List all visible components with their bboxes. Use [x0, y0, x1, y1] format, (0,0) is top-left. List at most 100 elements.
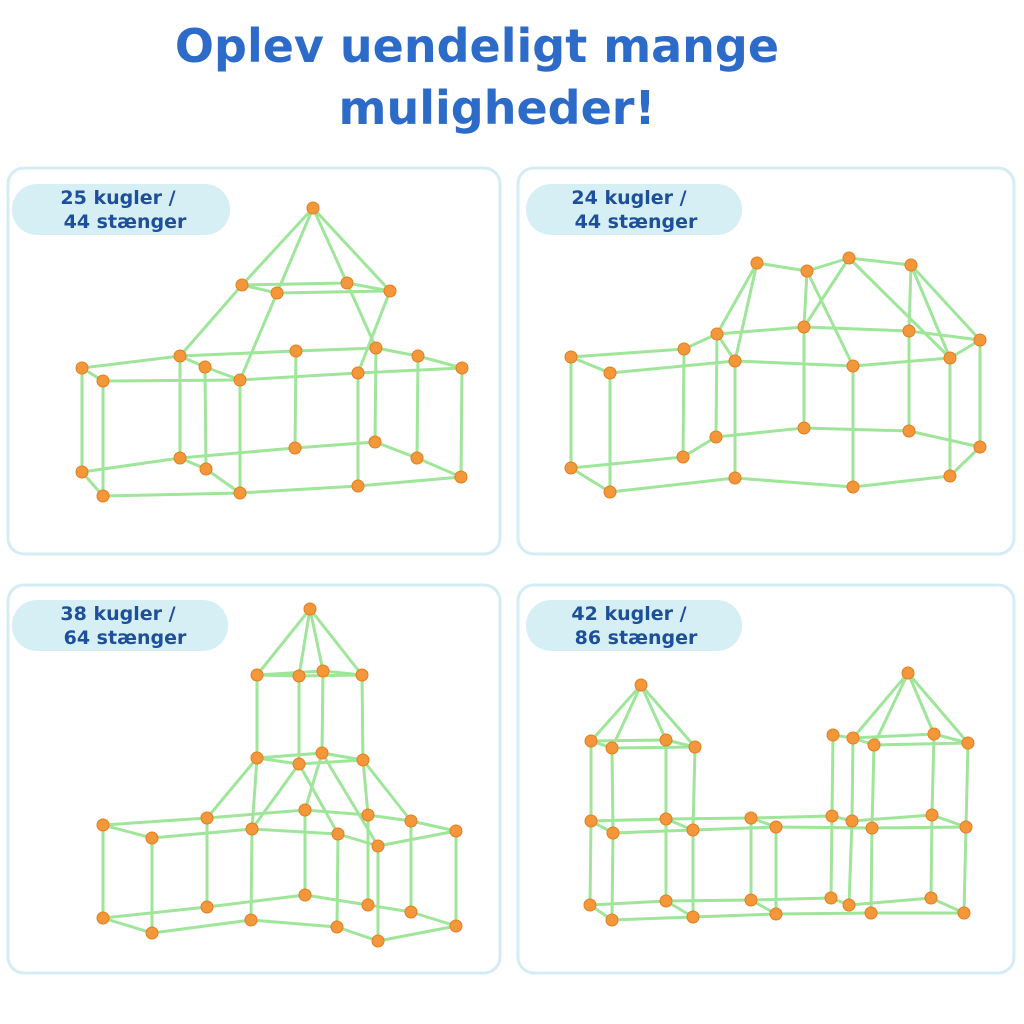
ball [270, 286, 284, 300]
ball [410, 451, 424, 465]
rod [303, 808, 370, 817]
rod [250, 827, 340, 836]
rod [204, 467, 242, 495]
ball [288, 441, 302, 455]
ball [404, 905, 418, 919]
rod [962, 825, 968, 915]
rod [749, 814, 834, 820]
ball [750, 256, 764, 270]
ball [845, 814, 859, 828]
ball [250, 751, 264, 765]
rod [829, 814, 834, 900]
ball [634, 678, 648, 692]
ball [769, 820, 783, 834]
ball [368, 435, 382, 449]
ball [75, 465, 89, 479]
rod [608, 359, 737, 375]
panel-label: 64 stænger [64, 627, 187, 649]
rod [101, 905, 209, 920]
ball [292, 757, 306, 771]
ball [961, 736, 975, 750]
rod [240, 206, 315, 287]
ball [356, 753, 370, 767]
rod [608, 476, 737, 494]
rod [320, 669, 325, 755]
rod [847, 819, 854, 907]
ball [824, 891, 838, 905]
rod [872, 671, 910, 747]
rod [907, 429, 982, 449]
ball [330, 920, 344, 934]
ball [728, 471, 742, 485]
rod [964, 741, 970, 829]
label-pill [526, 184, 742, 235]
label-pill [12, 600, 228, 651]
rod [376, 924, 458, 943]
ball [973, 440, 987, 454]
ball [676, 450, 690, 464]
rod [238, 291, 279, 382]
rod [409, 819, 458, 833]
rod [610, 745, 697, 750]
rod [805, 269, 855, 368]
ball [564, 461, 578, 475]
structures [75, 201, 987, 948]
rod [755, 261, 809, 273]
ball [769, 907, 783, 921]
rod [415, 456, 463, 479]
ball [584, 814, 598, 828]
ball [340, 276, 354, 290]
rod [356, 475, 463, 488]
rod [802, 325, 911, 333]
ball [454, 470, 468, 484]
ball [846, 359, 860, 373]
ball [298, 803, 312, 817]
ball [659, 812, 673, 826]
rod [733, 476, 855, 489]
ball [800, 264, 814, 278]
ball [842, 898, 856, 912]
rod [293, 349, 298, 450]
rod [948, 445, 982, 478]
rod [906, 671, 970, 745]
rod [101, 378, 242, 383]
rod [376, 829, 458, 848]
ball [173, 451, 187, 465]
rod [715, 325, 806, 336]
rod [589, 683, 643, 743]
ball [901, 666, 915, 680]
ball [686, 823, 700, 837]
rod [320, 751, 365, 762]
ball [371, 934, 385, 948]
rod [345, 281, 378, 350]
rod [366, 903, 413, 914]
rod [294, 346, 378, 353]
rod [335, 832, 340, 929]
panel-label: 24 kugler / [571, 187, 686, 209]
ball [603, 485, 617, 499]
ball [583, 898, 597, 912]
rod [802, 256, 851, 329]
ball [826, 728, 840, 742]
rod [907, 329, 982, 342]
rod [664, 816, 753, 821]
rod [255, 607, 312, 677]
ball [145, 831, 159, 845]
rod [240, 281, 349, 287]
ball [867, 738, 881, 752]
ball [659, 894, 673, 908]
rod [178, 349, 298, 358]
rod [830, 733, 835, 818]
rod [850, 736, 855, 823]
rod [311, 206, 349, 285]
ball [902, 424, 916, 438]
rod [851, 671, 910, 740]
ball [199, 462, 213, 476]
rod [611, 828, 695, 835]
rod [101, 916, 154, 935]
ball [925, 808, 939, 822]
ball [797, 421, 811, 435]
rod [569, 455, 685, 470]
rod [588, 899, 668, 907]
ball [846, 480, 860, 494]
